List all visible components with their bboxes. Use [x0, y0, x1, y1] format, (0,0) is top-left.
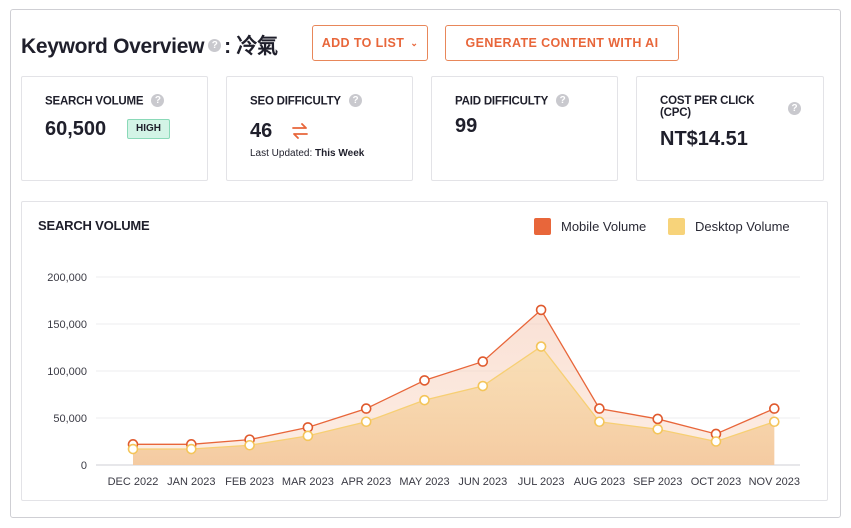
legend-desktop-swatch — [668, 218, 685, 235]
generate-content-label: GENERATE CONTENT WITH AI — [465, 36, 659, 50]
page-title-text: Keyword Overview — [21, 35, 205, 58]
search-volume-card: SEARCH VOLUME? 60,500 HIGH — [21, 76, 208, 181]
mobile-volume-point — [419, 375, 430, 386]
y-tick-label: 0 — [81, 460, 87, 472]
x-tick-label: JAN 2023 — [167, 476, 215, 488]
chevron-down-icon: ⌄ — [410, 37, 419, 48]
y-tick-label: 100,000 — [47, 366, 87, 378]
desktop-volume-point — [244, 439, 255, 451]
last-updated-text: Last Updated: This Week — [250, 148, 365, 159]
mobile-volume-point — [594, 403, 605, 414]
desktop-volume-point — [652, 423, 664, 435]
desktop-volume-point — [360, 416, 372, 428]
x-tick-label: OCT 2023 — [691, 476, 742, 488]
desktop-volume-point — [477, 380, 489, 392]
cpc-card: COST PER CLICK (CPC) ? NT$14.51 — [636, 76, 824, 181]
help-icon[interactable]: ? — [208, 38, 222, 52]
legend-desktop-label: Desktop Volume — [695, 219, 790, 234]
add-to-list-label: ADD TO LIST — [321, 36, 405, 50]
mobile-volume-point — [477, 356, 489, 367]
x-tick-label: AUG 2023 — [574, 476, 625, 488]
search-volume-label: SEARCH VOLUME? — [45, 94, 165, 108]
desktop-volume-point — [186, 443, 197, 455]
x-tick-label: DEC 2022 — [108, 476, 159, 488]
legend-desktop[interactable]: Desktop Volume — [668, 218, 790, 235]
cpc-value: NT$14.51 — [660, 128, 748, 150]
help-icon[interactable]: ? — [151, 94, 165, 107]
desktop-volume-point — [419, 394, 430, 406]
mobile-volume-point — [302, 422, 314, 433]
mobile-volume-line — [133, 308, 775, 445]
desktop-volume-area — [133, 346, 775, 465]
seo-difficulty-card: SEO DIFFICULTY? 46 Last Updated: This We… — [226, 76, 413, 181]
keyword-text: : 冷氣 — [224, 35, 278, 58]
mobile-volume-point — [768, 403, 780, 414]
x-tick-label: NOV 2023 — [749, 476, 800, 488]
seo-difficulty-label: SEO DIFFICULTY? — [250, 94, 362, 108]
y-tick-label: 200,000 — [47, 272, 87, 284]
x-tick-label: FEB 2023 — [225, 476, 274, 488]
help-icon[interactable]: ? — [556, 94, 570, 107]
volume-level-badge: HIGH — [127, 119, 170, 139]
desktop-volume-line — [133, 345, 775, 450]
cpc-label: COST PER CLICK (CPC) — [660, 95, 755, 119]
x-tick-label: JUL 2023 — [518, 476, 565, 488]
x-tick-label: MAY 2023 — [399, 476, 449, 488]
mobile-volume-point — [360, 403, 372, 414]
paid-difficulty-label: PAID DIFFICULTY? — [455, 94, 570, 108]
y-tick-label: 50,000 — [53, 413, 87, 425]
seo-difficulty-value: 46 — [250, 120, 273, 142]
mobile-volume-point — [535, 304, 547, 316]
paid-difficulty-value: 99 — [455, 115, 478, 137]
legend-mobile[interactable]: Mobile Volume — [534, 218, 646, 235]
mobile-volume-point — [652, 413, 664, 425]
x-tick-label: JUN 2023 — [458, 476, 507, 488]
chart-title: SEARCH VOLUME — [38, 218, 150, 233]
search-volume-value: 60,500 — [45, 118, 107, 140]
x-tick-label: APR 2023 — [341, 476, 391, 488]
desktop-volume-point — [127, 443, 139, 455]
desktop-volume-point — [768, 416, 780, 428]
help-icon[interactable]: ? — [348, 94, 362, 107]
page-title: Keyword Overview?: 冷氣 — [21, 30, 278, 60]
help-icon[interactable]: ? — [788, 102, 801, 115]
y-tick-label: 150,000 — [47, 319, 87, 331]
desktop-volume-point — [535, 341, 547, 352]
desktop-volume-point — [594, 416, 605, 428]
desktop-volume-point — [302, 430, 314, 442]
x-tick-label: MAR 2023 — [282, 476, 334, 488]
refresh-icon[interactable] — [290, 122, 310, 140]
generate-content-button[interactable]: GENERATE CONTENT WITH AI — [445, 25, 679, 61]
desktop-volume-point — [710, 436, 722, 447]
x-tick-label: SEP 2023 — [633, 476, 682, 488]
legend-mobile-swatch — [534, 218, 551, 235]
add-to-list-button[interactable]: ADD TO LIST ⌄ — [312, 25, 428, 61]
legend-mobile-label: Mobile Volume — [561, 219, 647, 234]
paid-difficulty-card: PAID DIFFICULTY? 99 — [431, 76, 618, 181]
